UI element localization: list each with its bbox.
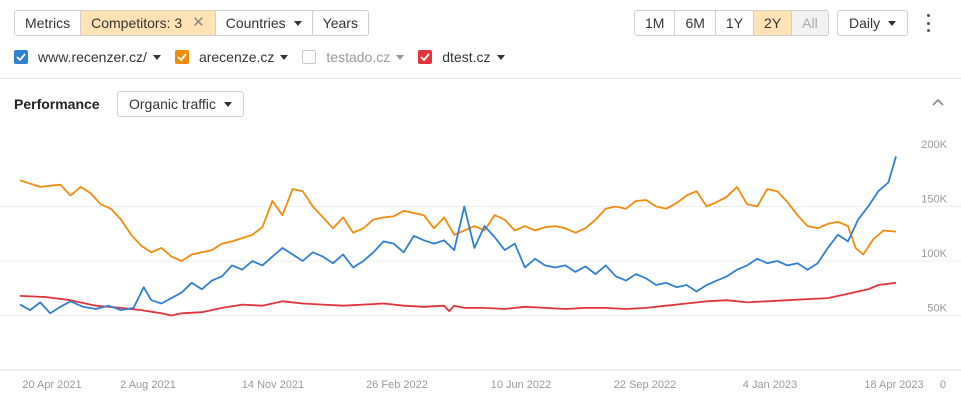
countries-button[interactable]: Countries — [215, 11, 313, 35]
y-tick-label: 200K — [921, 139, 947, 151]
legend-label: dtest.cz — [442, 49, 491, 65]
more-options-icon[interactable] — [920, 14, 936, 32]
series-legend: www.recenzer.cz/ arecenze.cz testado.cz … — [14, 48, 519, 66]
range-all-button[interactable]: All — [792, 11, 828, 35]
range-1y-button[interactable]: 1Y — [715, 11, 755, 35]
range-1m-button[interactable]: 1M — [635, 11, 676, 35]
panel-title: Performance — [14, 96, 100, 112]
metric-dropdown[interactable]: Organic traffic — [117, 91, 244, 117]
granularity-dropdown[interactable]: Daily — [837, 10, 909, 36]
legend-label: testado.cz — [326, 49, 391, 65]
legend-label: arecenze.cz — [198, 49, 275, 65]
x-tick-label: 26 Feb 2022 — [366, 379, 428, 391]
range-2y-button[interactable]: 2Y — [754, 11, 793, 35]
x-tick-label: 10 Jun 2022 — [491, 379, 552, 391]
y-tick-label: 150K — [921, 194, 947, 206]
series-lines — [19, 156, 897, 317]
y-tick-label: 0 — [940, 379, 946, 391]
competitors-button[interactable]: Competitors: 3 ✕ — [81, 11, 216, 35]
x-tick-label: 18 Apr 2023 — [864, 379, 923, 391]
y-tick-label: 50K — [927, 303, 947, 315]
date-range-selector: 1M 6M 1Y 2Y All — [634, 10, 829, 36]
series-line-arecenze-cz — [19, 179, 897, 262]
metric-label: Organic traffic — [129, 96, 216, 112]
competitors-label: Competitors: 3 — [91, 15, 183, 31]
range-6m-button[interactable]: 6M — [675, 11, 716, 35]
organic-traffic-chart: 200K 150K 100K 50K 0 20 Apr 2021 2 Aug 2021 14… — [0, 139, 961, 391]
x-tick-label: 2 Aug 2021 — [120, 379, 176, 391]
chevron-down-icon[interactable] — [280, 54, 289, 60]
metric-segmented-control: Metrics Competitors: 3 ✕ Countries Years — [14, 10, 369, 36]
y-tick-label: 100K — [921, 248, 947, 260]
toolbar: Metrics Competitors: 3 ✕ Countries Years — [14, 10, 369, 36]
legend-item-arecenze[interactable]: arecenze.cz — [174, 49, 289, 65]
x-tick-label: 14 Nov 2021 — [242, 379, 304, 391]
x-tick-label: 4 Jan 2023 — [743, 379, 797, 391]
checkbox-checked-icon[interactable] — [418, 50, 433, 64]
series-line-dtest-cz — [19, 281, 897, 317]
metrics-button[interactable]: Metrics — [15, 11, 82, 35]
chart-grid — [0, 206, 961, 371]
chevron-down-icon[interactable] — [496, 54, 505, 60]
chevron-down-icon — [293, 20, 302, 26]
section-divider — [0, 78, 961, 79]
x-tick-label: 22 Sep 2022 — [614, 379, 676, 391]
y-axis-labels: 200K 150K 100K 50K 0 — [921, 139, 947, 391]
chevron-down-icon — [223, 101, 232, 107]
x-tick-label: 20 Apr 2021 — [22, 379, 81, 391]
series-line-www-recenzer-cz — [19, 156, 897, 315]
legend-item-dtest[interactable]: dtest.cz — [418, 49, 505, 65]
x-axis-labels: 20 Apr 2021 2 Aug 2021 14 Nov 2021 26 Feb 2… — [22, 379, 923, 391]
legend-item-testado[interactable]: testado.cz — [302, 49, 405, 65]
chevron-down-icon — [888, 20, 897, 26]
legend-item-recenzer[interactable]: www.recenzer.cz/ — [14, 49, 161, 65]
granularity-label: Daily — [849, 15, 881, 31]
checkbox-checked-icon[interactable] — [14, 50, 28, 64]
chevron-down-icon[interactable] — [396, 54, 405, 60]
checkbox-unchecked-icon[interactable] — [302, 50, 317, 64]
checkbox-checked-icon[interactable] — [174, 50, 189, 64]
countries-label: Countries — [225, 15, 286, 31]
legend-label: www.recenzer.cz/ — [38, 49, 147, 65]
chevron-up-icon[interactable] — [931, 97, 945, 107]
years-button[interactable]: Years — [312, 11, 368, 35]
close-icon[interactable]: ✕ — [192, 14, 205, 31]
chevron-down-icon[interactable] — [152, 54, 161, 60]
